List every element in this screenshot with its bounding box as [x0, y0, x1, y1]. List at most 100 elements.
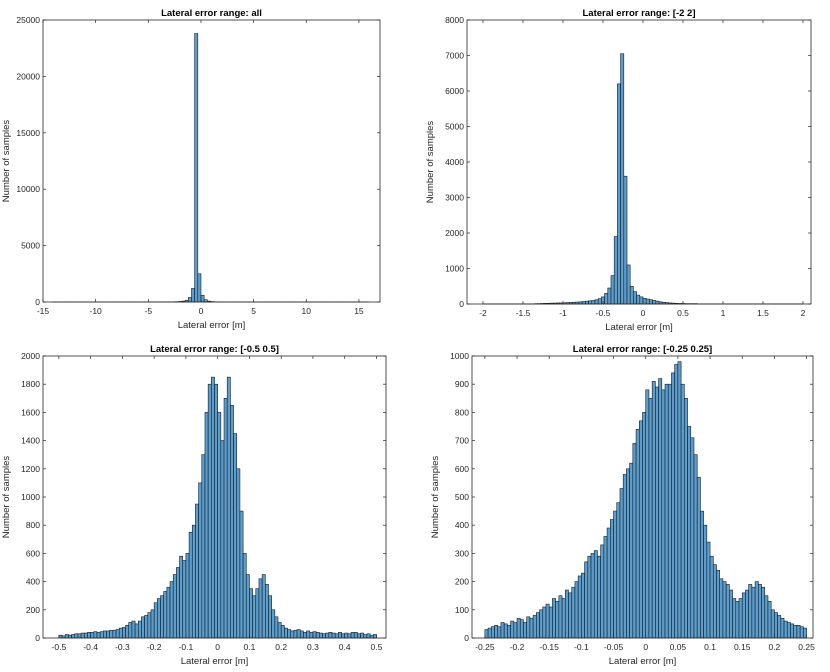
x-tick-label: 10 — [302, 306, 312, 316]
x-tick-label: 0.2 — [275, 642, 287, 652]
histogram-bar — [645, 389, 650, 639]
histogram-bar — [255, 588, 260, 639]
chart-panel-4: -0.25 -0.2 -0.15 -0.1 -0.05 0 0.05 0.1 0.15 0.2 0.… — [430, 344, 815, 667]
histogram-bar — [96, 632, 101, 639]
histogram-bar — [319, 632, 323, 639]
x-tick-label: -0.25 — [475, 642, 495, 652]
histogram-bar — [719, 578, 724, 639]
histogram-bar — [655, 300, 660, 305]
histogram-bar — [516, 617, 521, 639]
histogram-bar — [131, 620, 136, 639]
histogram-bar — [671, 372, 675, 639]
histogram-bar — [564, 589, 569, 639]
histogram-bar — [606, 527, 611, 639]
histogram-bar — [242, 553, 247, 639]
histogram-bar — [284, 627, 288, 639]
histogram-bar — [176, 567, 180, 639]
histogram-bar — [561, 598, 566, 639]
x-tick-label: -0.4 — [83, 642, 98, 652]
histogram-bar — [160, 595, 164, 639]
y-tick-label: 1800 — [21, 379, 40, 389]
histogram-bar — [245, 574, 250, 639]
x-tick-label: 2 — [801, 308, 806, 318]
histogram-bar — [597, 298, 602, 305]
histogram-bar — [626, 468, 630, 639]
histogram-bar — [577, 575, 582, 639]
y-tick-label: 1400 — [21, 436, 40, 446]
histogram-bar — [357, 633, 361, 639]
y-tick-label: 800 — [455, 407, 469, 417]
histogram-bar — [195, 503, 199, 639]
histogram-bar — [230, 405, 234, 639]
x-tick-label: 0.1 — [244, 642, 256, 652]
histogram-bar — [661, 389, 666, 639]
x-axis-label: Lateral error [m] — [181, 656, 249, 667]
histogram-bar — [503, 623, 508, 639]
histogram-bar — [588, 300, 593, 305]
histogram-bar — [536, 612, 540, 639]
histogram-bar — [796, 625, 801, 639]
histogram-bar — [664, 383, 669, 639]
histogram-bar — [185, 553, 190, 639]
histogram-bar — [513, 622, 518, 639]
x-tick-label: -0.1 — [574, 642, 589, 652]
histogram-bar — [604, 293, 609, 305]
histogram-bar — [169, 581, 174, 639]
histogram-bar — [322, 633, 326, 639]
histogram-bar — [735, 601, 740, 639]
histogram-bar — [545, 603, 550, 639]
histogram-bar — [83, 632, 88, 639]
y-tick-label: 10000 — [16, 184, 40, 194]
x-tick-label: 0 — [641, 308, 646, 318]
x-tick-label: 0.5 — [677, 308, 689, 318]
histogram-bar — [716, 570, 721, 639]
histogram-bar — [539, 609, 544, 639]
histogram-bar — [610, 275, 615, 305]
histogram-bar — [552, 598, 556, 639]
chart-title: Lateral error range: [-2 2] — [583, 8, 696, 19]
histogram-bar — [613, 510, 618, 639]
histogram-bar — [484, 629, 489, 639]
histogram-bar — [764, 595, 769, 639]
histogram-bar — [645, 298, 650, 305]
histogram-bar — [532, 615, 537, 639]
x-tick-label: 0.5 — [371, 642, 383, 652]
histogram-bar — [109, 629, 114, 639]
histogram-bar — [703, 524, 708, 639]
histogram-bar — [725, 584, 730, 639]
histogram-bar — [732, 598, 737, 639]
histogram-bar — [738, 598, 743, 639]
histogram-bar — [191, 288, 195, 303]
histogram-bar — [490, 626, 495, 639]
histogram-bar — [542, 606, 547, 639]
histogram-bar — [633, 291, 637, 305]
histogram-bar — [607, 287, 612, 305]
histogram-bar — [655, 386, 659, 639]
histogram-bar — [523, 622, 527, 639]
histogram-bar — [803, 627, 807, 639]
x-tick-label: -5 — [145, 306, 153, 316]
y-tick-label: 400 — [26, 577, 40, 587]
histogram-bar — [777, 615, 782, 639]
histogram-bar — [249, 588, 253, 639]
histogram-bar — [58, 634, 63, 639]
x-tick-label: 0.1 — [704, 642, 716, 652]
histogram-bar — [90, 632, 95, 639]
histogram-bar — [581, 572, 585, 639]
histogram-bar — [748, 584, 753, 639]
histogram-bar — [258, 578, 263, 639]
histogram-bar — [372, 634, 377, 639]
histogram-bar — [166, 586, 171, 639]
histogram-bar — [667, 383, 672, 639]
histogram-bar — [220, 440, 225, 639]
histogram-bar — [211, 376, 215, 639]
histogram-bar — [593, 550, 598, 639]
histogram-bar — [197, 273, 202, 303]
histogram-bar — [790, 623, 794, 639]
histogram-bar — [613, 236, 618, 305]
histogram-bar — [799, 626, 804, 639]
histogram-bar — [684, 397, 688, 639]
y-tick-label: 2000 — [21, 351, 40, 361]
histogram-bar — [217, 412, 222, 639]
